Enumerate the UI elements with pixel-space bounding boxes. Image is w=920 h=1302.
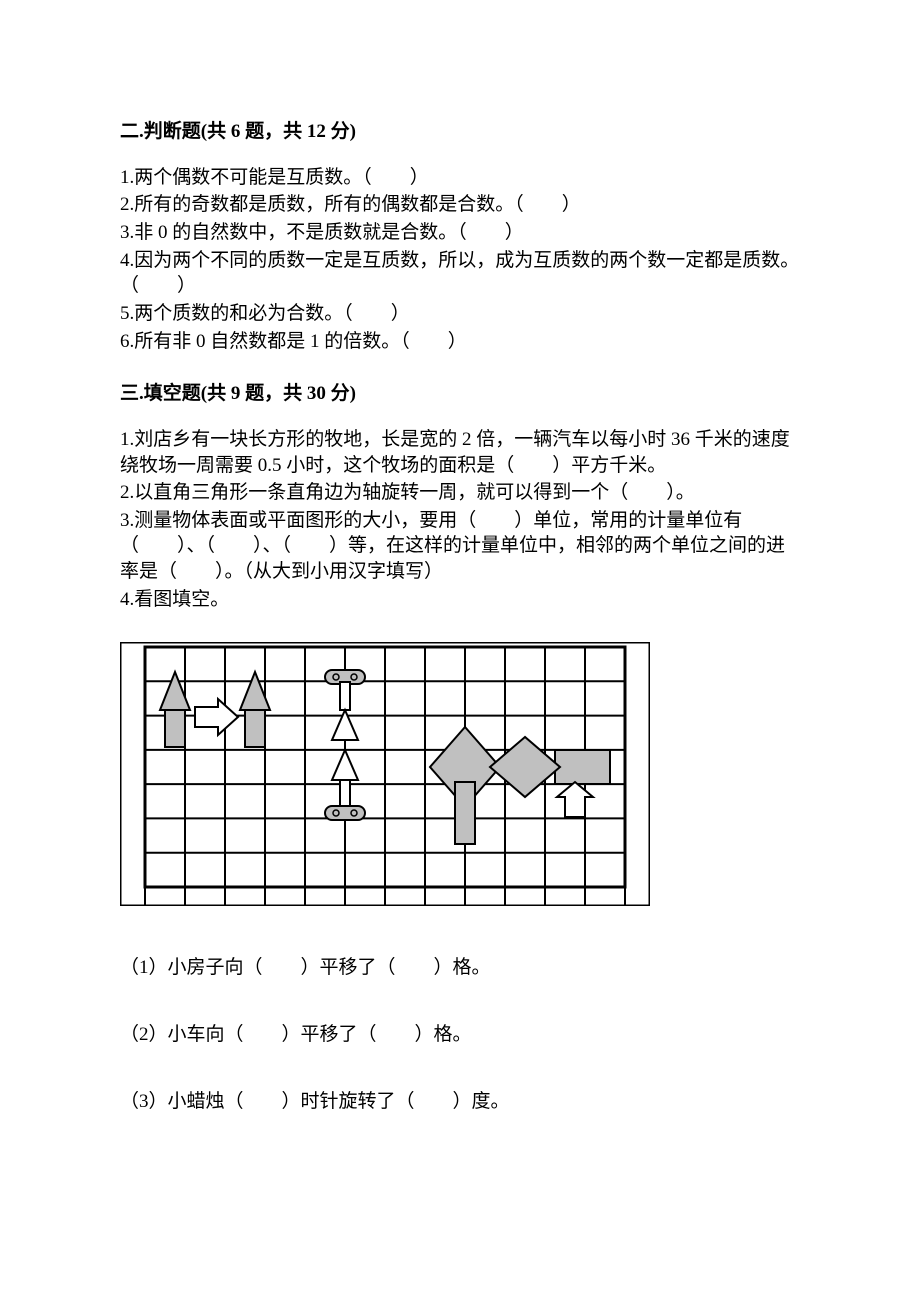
- fill-q4: 4.看图填空。: [120, 587, 800, 613]
- fill-q3: 3.测量物体表面或平面图形的大小，要用（ ）单位，常用的计量单位有（ ）、（ ）…: [120, 508, 800, 585]
- q4-sub3: （3）小蜡烛（ ）时针旋转了（ ）度。: [120, 1090, 800, 1115]
- section-3-questions: 1.刘店乡有一块长方形的牧地，长是宽的 2 倍，一辆汽车以每小时 36 千米的速…: [120, 427, 800, 612]
- judge-q6: 6.所有非 0 自然数都是 1 的倍数。（ ）: [120, 329, 800, 355]
- figure-grid-diagram: [120, 642, 800, 906]
- judge-q2: 2.所有的奇数都是质数，所有的偶数都是合数。（ ）: [120, 192, 800, 218]
- judge-q5: 5.两个质数的和必为合数。（ ）: [120, 301, 800, 327]
- judge-q4: 4.因为两个不同的质数一定是互质数，所以，成为互质数的两个数一定都是质数。（ ）: [120, 248, 800, 299]
- fill-q1: 1.刘店乡有一块长方形的牧地，长是宽的 2 倍，一辆汽车以每小时 36 千米的速…: [120, 427, 800, 478]
- section-2-heading: 二.判断题(共 6 题，共 12 分): [120, 120, 800, 145]
- fill-q2: 2.以直角三角形一条直角边为轴旋转一周，就可以得到一个（ ）。: [120, 480, 800, 506]
- q4-sub1: （1）小房子向（ ）平移了（ ）格。: [120, 956, 800, 981]
- judge-q3: 3.非 0 的自然数中，不是质数就是合数。（ ）: [120, 220, 800, 246]
- q4-sub2: （2）小车向（ ）平移了（ ）格。: [120, 1023, 800, 1048]
- section-2-questions: 1.两个偶数不可能是互质数。（ ） 2.所有的奇数都是质数，所有的偶数都是合数。…: [120, 165, 800, 354]
- judge-q1: 1.两个偶数不可能是互质数。（ ）: [120, 165, 800, 191]
- section-3-heading: 三.填空题(共 9 题，共 30 分): [120, 382, 800, 407]
